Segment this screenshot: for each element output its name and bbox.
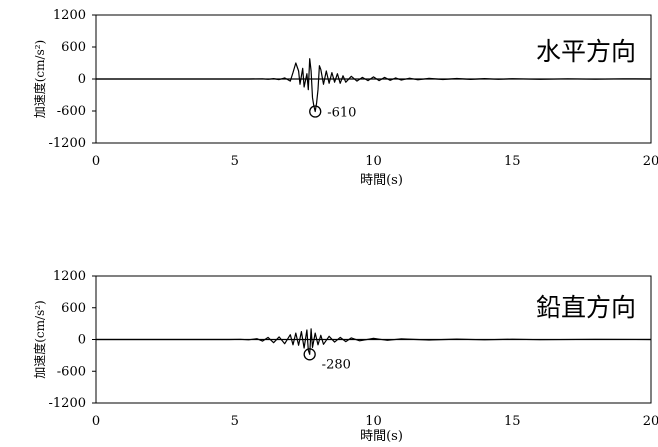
y-tick-label: 1200 xyxy=(53,8,86,23)
x-tick-label: 20 xyxy=(643,414,658,429)
y-axis-label: 加速度(cm/s²) xyxy=(32,40,47,118)
x-axis-label: 時間(s) xyxy=(360,173,403,188)
peak-value-label: -280 xyxy=(322,357,351,372)
y-tick-label: -600 xyxy=(57,364,86,379)
y-tick-label: 1200 xyxy=(53,269,86,284)
y-tick-label: 600 xyxy=(61,40,86,55)
direction-label: 水平方向 xyxy=(536,37,636,66)
y-tick-label: -1200 xyxy=(49,396,86,411)
waveform-line xyxy=(96,328,652,355)
y-tick-label: 0 xyxy=(78,333,86,348)
y-tick-label: 600 xyxy=(61,301,86,316)
x-tick-label: 0 xyxy=(92,414,100,429)
x-tick-label: 15 xyxy=(504,154,521,169)
x-tick-label: 10 xyxy=(365,154,382,169)
x-tick-label: 5 xyxy=(231,414,239,429)
x-axis-label: 時間(s) xyxy=(360,429,403,444)
x-tick-label: 20 xyxy=(643,154,658,169)
x-tick-label: 5 xyxy=(231,154,239,169)
y-tick-label: -600 xyxy=(57,104,86,119)
peak-value-label: -610 xyxy=(327,106,356,121)
waveform-line xyxy=(96,58,652,113)
x-tick-label: 10 xyxy=(365,414,382,429)
chart-panel-1: 1200 600 0 -600 -1200 0 5 10 15 20 時間(s) 加速度(cm/s²)… xyxy=(32,8,658,188)
y-tick-label: 0 xyxy=(78,72,86,87)
peak-marker xyxy=(303,348,316,361)
y-axis-label: 加速度(cm/s²) xyxy=(32,300,47,378)
direction-label: 鉛直方向 xyxy=(536,293,636,322)
peak-marker xyxy=(309,105,322,118)
y-tick-label: -1200 xyxy=(49,136,86,151)
x-tick-label: 0 xyxy=(92,154,100,169)
x-tick-label: 15 xyxy=(504,414,521,429)
chart-panel-2: 1200 600 0 -600 -1200 0 5 10 15 20 時間(s) 加速度(cm/s²)… xyxy=(32,269,658,444)
